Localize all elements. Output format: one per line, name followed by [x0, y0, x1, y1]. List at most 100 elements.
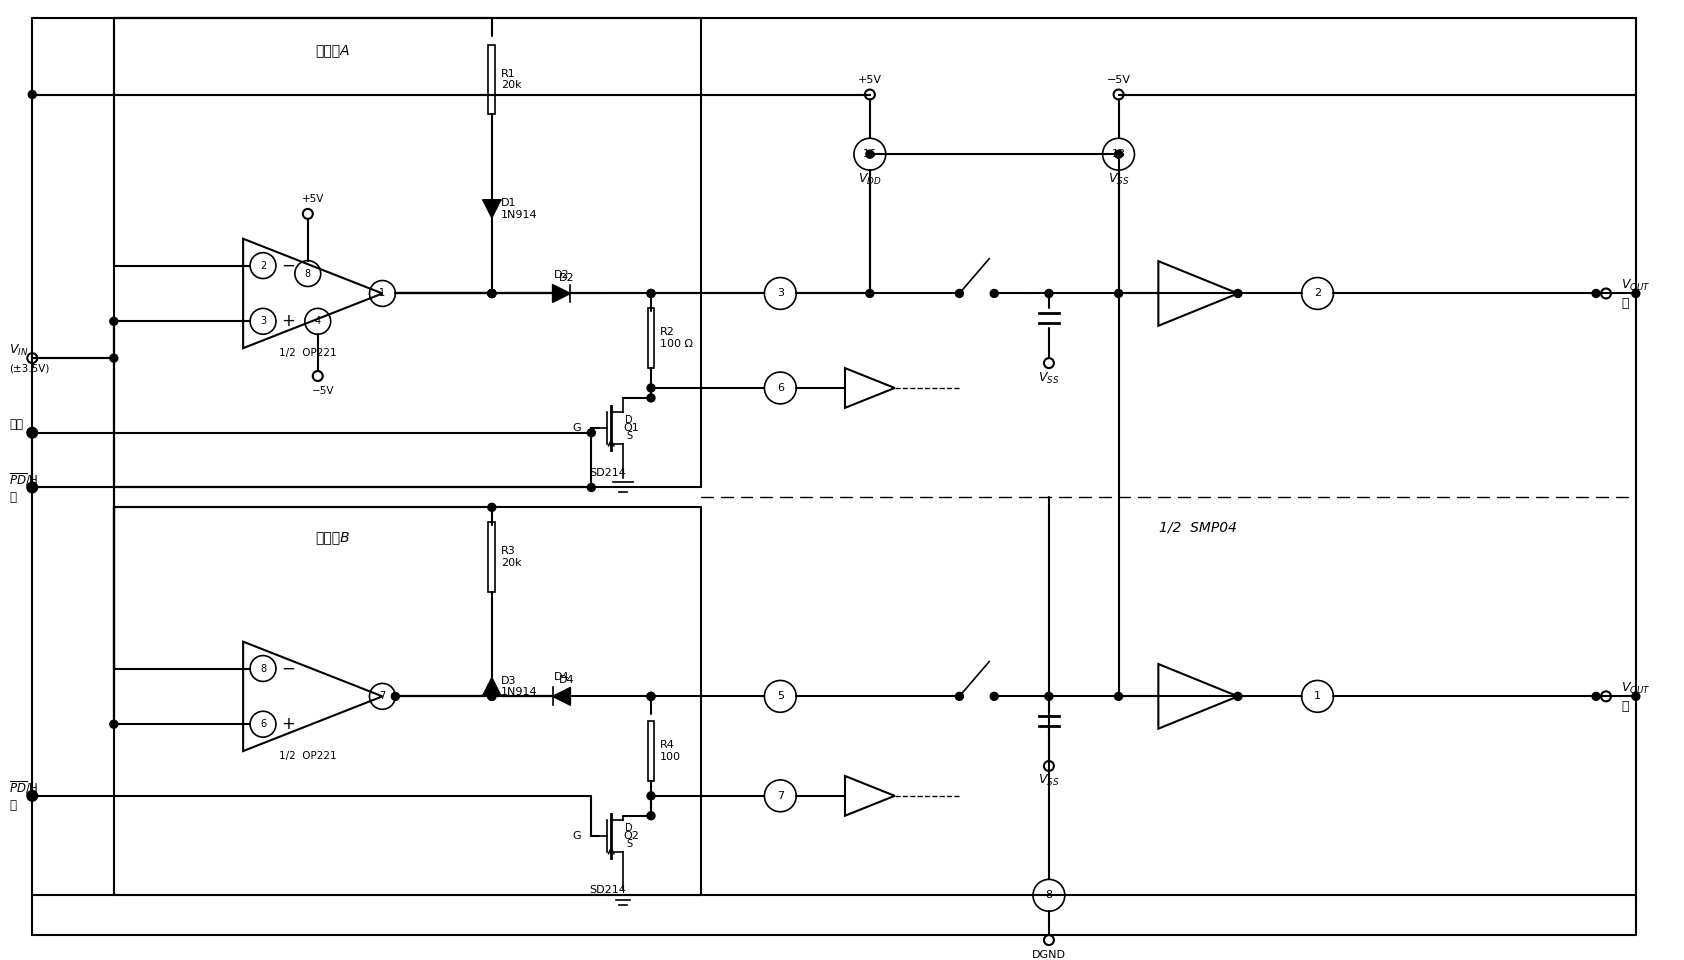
Circle shape: [1591, 290, 1600, 298]
Text: G: G: [573, 422, 581, 433]
Text: (±3.5V): (±3.5V): [10, 363, 51, 373]
Text: 13: 13: [1111, 149, 1125, 159]
Circle shape: [866, 150, 874, 158]
Circle shape: [1632, 692, 1640, 701]
Text: 2: 2: [1314, 288, 1320, 299]
Circle shape: [109, 354, 118, 362]
Text: −: −: [281, 660, 295, 678]
Text: 8: 8: [1046, 890, 1052, 900]
Circle shape: [647, 812, 655, 820]
Text: $V_{IN}$: $V_{IN}$: [10, 343, 29, 358]
Circle shape: [1115, 290, 1123, 298]
Text: 负: 负: [1622, 700, 1628, 713]
Text: $V_{SS}$: $V_{SS}$: [1108, 172, 1130, 186]
Circle shape: [488, 692, 495, 701]
Text: 正: 正: [10, 491, 17, 504]
Text: 7: 7: [776, 791, 783, 801]
Text: −5V: −5V: [1106, 75, 1130, 84]
Bar: [648, 308, 655, 368]
Text: G: G: [573, 830, 581, 841]
Circle shape: [488, 691, 495, 699]
Text: 1/2  OP221: 1/2 OP221: [280, 348, 337, 358]
Text: 1/2  OP221: 1/2 OP221: [280, 751, 337, 761]
Circle shape: [488, 290, 495, 298]
Text: 5: 5: [776, 691, 783, 702]
Text: $V_{OUT}$: $V_{OUT}$: [1622, 278, 1650, 293]
Circle shape: [29, 429, 37, 437]
Text: −: −: [281, 256, 295, 275]
Circle shape: [1046, 290, 1052, 298]
Text: 放大器A: 放大器A: [315, 43, 350, 57]
Text: $V_{OUT}$: $V_{OUT}$: [1622, 681, 1650, 696]
Bar: [488, 45, 495, 114]
Text: 1: 1: [379, 288, 386, 299]
Text: +: +: [281, 312, 295, 330]
Text: 正: 正: [1622, 297, 1628, 310]
Text: R2
100 Ω: R2 100 Ω: [660, 327, 692, 349]
Text: 16: 16: [862, 149, 877, 159]
Text: D2: D2: [554, 270, 569, 279]
Circle shape: [647, 692, 655, 701]
Circle shape: [866, 290, 874, 298]
Circle shape: [647, 792, 655, 800]
Text: $V_{DD}$: $V_{DD}$: [859, 172, 882, 186]
Polygon shape: [483, 200, 500, 218]
Circle shape: [1591, 692, 1600, 701]
Text: 1: 1: [1314, 691, 1320, 702]
Polygon shape: [552, 284, 571, 302]
Circle shape: [488, 503, 495, 512]
Text: 7: 7: [379, 691, 386, 702]
Circle shape: [29, 429, 37, 437]
Text: 2: 2: [259, 260, 266, 271]
Polygon shape: [483, 678, 500, 695]
Circle shape: [488, 692, 495, 701]
Text: R4
100: R4 100: [660, 740, 680, 762]
Text: 6: 6: [776, 383, 783, 393]
Circle shape: [488, 290, 495, 298]
Text: $V_{SS}$: $V_{SS}$: [1039, 371, 1059, 386]
Text: D: D: [625, 415, 633, 425]
Circle shape: [1115, 692, 1123, 701]
Text: −5V: −5V: [312, 386, 333, 396]
Text: 复位: 复位: [10, 419, 24, 431]
Text: DGND: DGND: [1032, 950, 1066, 960]
Text: 4: 4: [315, 316, 322, 326]
Circle shape: [109, 720, 118, 729]
Text: Q2: Q2: [623, 830, 638, 841]
Circle shape: [647, 290, 655, 298]
Text: D: D: [625, 823, 633, 832]
Circle shape: [990, 692, 999, 701]
Circle shape: [29, 792, 37, 800]
Text: S: S: [626, 839, 632, 849]
Text: +5V: +5V: [301, 194, 323, 204]
Circle shape: [588, 429, 594, 437]
Circle shape: [1234, 692, 1241, 701]
Text: $\overline{PD}$/H: $\overline{PD}$/H: [10, 780, 39, 797]
Text: +5V: +5V: [857, 75, 882, 84]
Text: +: +: [281, 715, 295, 733]
Text: D4: D4: [559, 676, 574, 685]
Text: $V_{SS}$: $V_{SS}$: [1039, 774, 1059, 788]
Text: S: S: [626, 431, 632, 441]
Circle shape: [1115, 150, 1123, 158]
Polygon shape: [552, 687, 571, 706]
Circle shape: [1046, 692, 1052, 701]
Circle shape: [488, 290, 495, 298]
Text: 负: 负: [10, 800, 17, 812]
Circle shape: [647, 394, 655, 402]
Circle shape: [488, 290, 495, 298]
Bar: [648, 721, 655, 780]
Text: 8: 8: [305, 269, 312, 278]
Circle shape: [647, 692, 655, 701]
Circle shape: [391, 692, 399, 701]
Bar: [488, 522, 495, 592]
Text: 放大器B: 放大器B: [315, 530, 350, 544]
Text: 3: 3: [259, 316, 266, 326]
Circle shape: [109, 318, 118, 325]
Text: 6: 6: [259, 719, 266, 730]
Text: $\overline{PD}$/H: $\overline{PD}$/H: [10, 471, 39, 488]
Text: D4: D4: [554, 672, 569, 683]
Text: 3: 3: [776, 288, 783, 299]
Text: D3
1N914: D3 1N914: [500, 676, 537, 697]
Circle shape: [29, 90, 37, 99]
